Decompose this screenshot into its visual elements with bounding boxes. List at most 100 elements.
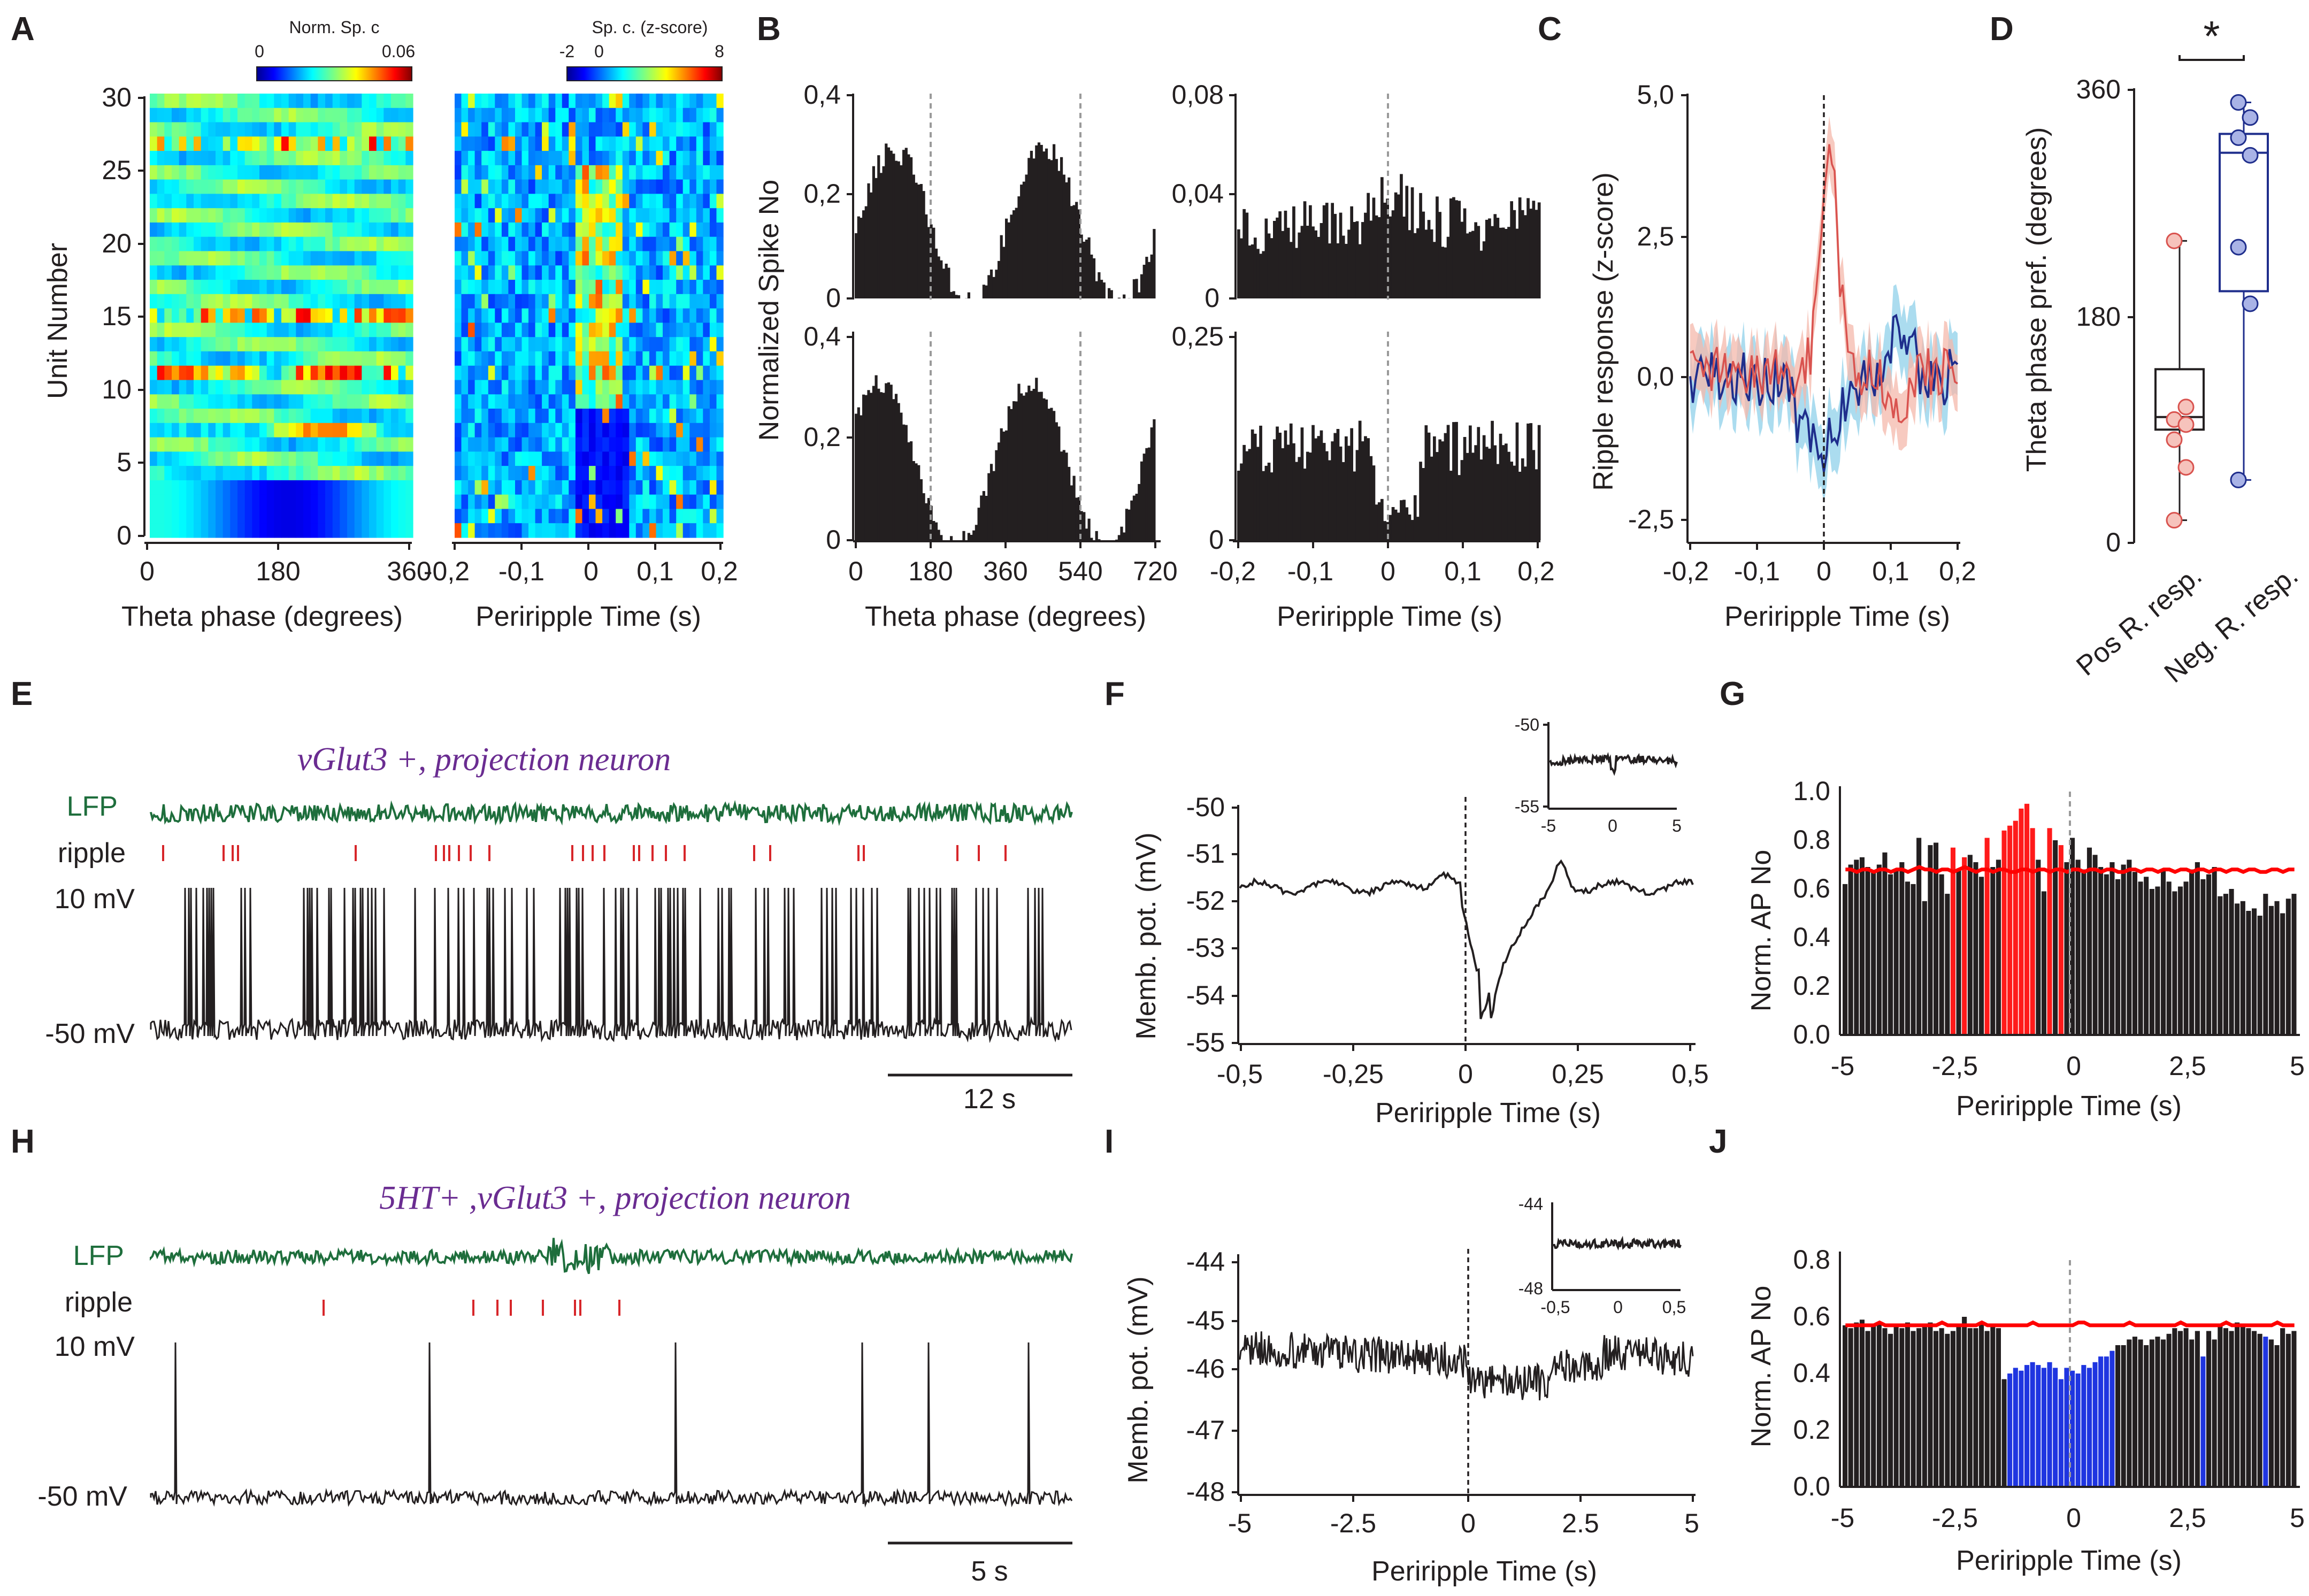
heat-cell xyxy=(405,251,413,266)
heat-cell xyxy=(635,365,643,381)
heat-cell xyxy=(689,179,697,194)
heat-cell xyxy=(266,265,274,280)
heat-cell xyxy=(288,523,296,538)
heat-cell xyxy=(318,222,326,237)
heat-cell xyxy=(252,122,260,137)
heat-cell xyxy=(296,380,304,395)
hist-bar xyxy=(1040,144,1043,298)
heat-cell xyxy=(481,294,489,309)
heat-cell xyxy=(515,351,523,366)
heat-cell xyxy=(548,136,556,151)
hist-bar xyxy=(977,508,980,540)
heat-cell xyxy=(230,122,238,137)
heat-cell xyxy=(521,251,529,266)
heat-cell xyxy=(405,523,413,538)
heat-cell xyxy=(376,222,384,237)
g-ytick: 1.0 xyxy=(1793,776,1830,806)
hist-bar xyxy=(1355,450,1359,540)
heat-cell xyxy=(362,451,370,466)
heat-cell xyxy=(501,94,509,109)
hist-bar xyxy=(937,256,940,298)
heat-cell xyxy=(461,236,469,252)
heat-cell xyxy=(609,222,616,237)
heat-cell xyxy=(391,480,399,495)
heat-cell xyxy=(296,351,304,366)
heat-cell xyxy=(515,165,523,180)
heat-cell xyxy=(318,236,326,252)
ap-bar xyxy=(1950,847,1955,1035)
heat-cell xyxy=(208,94,216,109)
significance-star: * xyxy=(2203,12,2220,60)
hist-bar xyxy=(1507,227,1510,298)
heat-cell xyxy=(296,108,304,123)
ap-bar xyxy=(2138,1339,2143,1487)
hist-bar xyxy=(872,166,875,298)
heat-cell xyxy=(535,122,542,137)
heat-cell xyxy=(622,151,630,166)
heat-cell xyxy=(332,236,340,252)
heat-cell xyxy=(515,280,523,295)
heat-cell xyxy=(376,280,384,295)
heat-cell xyxy=(542,351,549,366)
heat-cell xyxy=(252,394,260,409)
heat-cell xyxy=(318,337,326,352)
heat-cell xyxy=(362,208,370,223)
heat-cell xyxy=(515,423,523,438)
heat-cell xyxy=(201,523,209,538)
heat-cell xyxy=(455,308,462,323)
heat-cell xyxy=(332,136,340,151)
heat-cell xyxy=(501,136,509,151)
hist-bar xyxy=(1419,462,1422,540)
j-ylabel: Norm. AP No xyxy=(1746,1286,1777,1447)
heat-cell xyxy=(669,466,677,481)
heat-cell xyxy=(216,122,224,137)
heat-cell xyxy=(629,423,636,438)
e-recording xyxy=(150,800,1073,1043)
heat-cell xyxy=(488,122,495,137)
heat-cell xyxy=(237,194,246,209)
heat-cell xyxy=(656,208,663,223)
heat-cell xyxy=(676,222,684,237)
heat-cell xyxy=(495,451,502,466)
heat-cell xyxy=(259,451,267,466)
heat-cell xyxy=(663,208,670,223)
heat-cell xyxy=(354,251,362,266)
heat-cell xyxy=(555,437,563,452)
heat-cell xyxy=(405,451,413,466)
heat-cell xyxy=(354,151,362,166)
ap-bar xyxy=(2291,894,2297,1035)
heat-cell xyxy=(629,409,636,424)
heat-cell xyxy=(208,280,216,295)
heat-cell xyxy=(325,437,333,452)
heat-cell xyxy=(398,294,406,309)
heat-cell xyxy=(542,337,549,352)
heat-cell xyxy=(318,409,326,424)
heat-cell xyxy=(230,409,238,424)
ap-bar xyxy=(2189,869,2195,1035)
heat-cell xyxy=(689,308,697,323)
heat-cell xyxy=(303,351,311,366)
heat-cell xyxy=(347,194,355,209)
heat-cell xyxy=(616,509,623,524)
heat-cell xyxy=(150,308,158,323)
heat-cell xyxy=(656,409,663,424)
heat-cell xyxy=(642,108,650,123)
hist-bar xyxy=(1132,495,1136,540)
heat-cell xyxy=(383,308,392,323)
heat-cell xyxy=(663,351,670,366)
ap-bar xyxy=(2138,881,2143,1035)
heat-cell xyxy=(325,394,333,409)
heat-cell xyxy=(318,351,326,366)
heat-cell xyxy=(716,122,724,137)
heat-cell xyxy=(347,222,355,237)
heat-cell xyxy=(468,365,475,381)
heat-cell xyxy=(164,280,172,295)
heat-cell xyxy=(508,108,516,123)
heat-cell xyxy=(582,365,589,381)
heat-cell xyxy=(616,122,623,137)
hist-bar xyxy=(1405,186,1409,298)
ap-bar xyxy=(2053,1368,2058,1487)
hist-bar xyxy=(1259,254,1262,298)
hist-bar xyxy=(1002,431,1006,540)
heat-cell xyxy=(157,280,165,295)
